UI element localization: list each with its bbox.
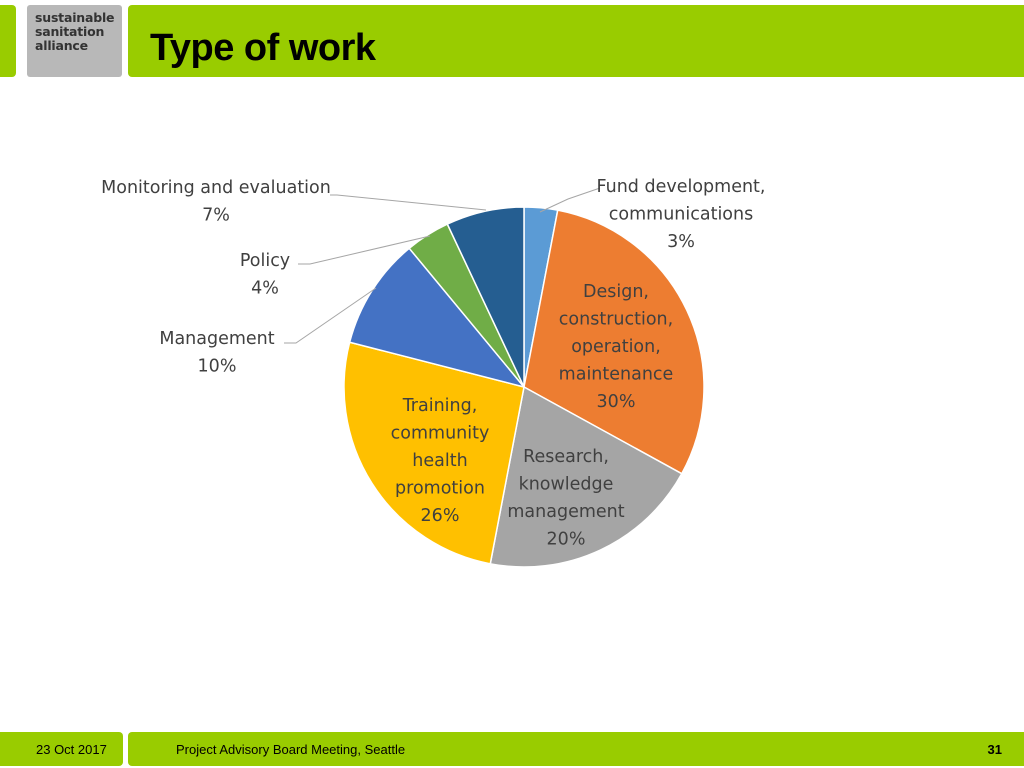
slice-label: Research, knowledge management 20% [507,447,624,550]
leader-line [330,194,487,211]
logo-line: sustainable [35,10,115,25]
leader-line [539,187,601,213]
page-title: Type of work [150,27,376,69]
leader-line [284,287,377,344]
pie-slice [343,341,525,565]
pie-slice [489,385,683,568]
footer-date: 23 Oct 2017 [36,742,107,757]
footer-meeting: Project Advisory Board Meeting, Seattle [176,742,406,757]
pie-slice [446,206,525,388]
pie-slice [523,209,705,475]
leader-line [298,235,431,265]
slice-label: Design, construction, operation, maintenanc… [559,282,674,412]
slice-label: Management 10% [159,329,274,377]
slice-label: Policy 4% [240,251,290,299]
footer-left-bar [0,732,123,766]
footer-bar [128,732,1024,766]
logo-line: alliance [35,38,88,53]
page-number: 31 [987,742,1002,757]
logo: sustainable sanitation alliance [27,5,122,77]
slice-label: Training, community health promotion 26% [391,396,490,526]
slice-label: Monitoring and evaluation 7% [101,178,331,226]
logo-line: sanitation [35,24,105,39]
left-accent-tab [0,5,16,77]
logo-text: sustainable sanitation alliance [35,10,115,53]
title-bar: Type of work [128,5,1024,77]
slice-label: Fund development, communications 3% [597,177,766,252]
